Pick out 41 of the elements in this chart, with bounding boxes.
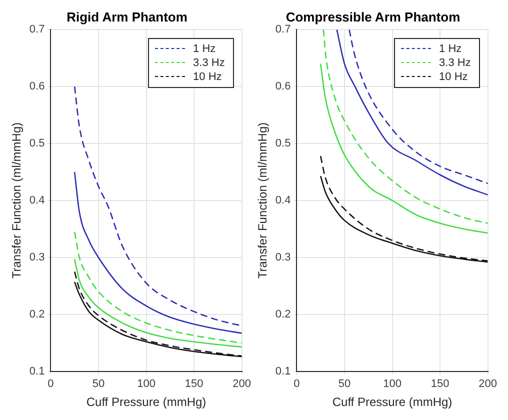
- legend-label: 3.3 Hz: [439, 56, 471, 70]
- x-tick-label: 100: [137, 378, 156, 390]
- y-tick-label: 0.5: [275, 138, 291, 150]
- y-axis-title: Transfer Function (ml/mmHg): [10, 122, 24, 279]
- x-axis-title: Cuff Pressure (mmHg): [86, 395, 206, 410]
- line-series: [74, 258, 242, 348]
- x-tick-label: 200: [478, 378, 498, 390]
- x-tick-label: 100: [383, 378, 402, 390]
- y-tick-label: 0.3: [275, 252, 291, 264]
- x-tick-label: 0: [48, 378, 54, 390]
- line-series: [74, 231, 242, 344]
- chart-title: Rigid Arm Phantom: [66, 9, 188, 24]
- y-tick-label: 0.1: [275, 365, 291, 378]
- legend-label: 1 Hz: [193, 42, 216, 56]
- x-tick-label: 150: [430, 378, 450, 390]
- x-tick-label: 50: [338, 378, 351, 390]
- y-tick-label: 0.4: [29, 194, 45, 207]
- line-series: [74, 86, 242, 326]
- y-tick-label: 0.6: [29, 80, 45, 93]
- chart-title: Compressible Arm Phantom: [286, 9, 460, 24]
- y-tick-label: 0.3: [29, 252, 45, 264]
- x-tick-label: 150: [184, 378, 204, 390]
- y-tick-label: 0.2: [29, 308, 45, 320]
- legend-label: 1 Hz: [439, 42, 462, 56]
- y-tick-label: 0.6: [275, 80, 291, 93]
- y-tick-label: 0.7: [29, 24, 45, 36]
- x-tick-label: 0: [294, 378, 300, 390]
- y-tick-label: 0.1: [29, 365, 45, 378]
- x-axis-title: Cuff Pressure (mmHg): [332, 395, 452, 410]
- line-series: [322, 30, 488, 224]
- line-series: [74, 171, 242, 334]
- x-tick-label: 50: [92, 378, 105, 390]
- legend-label: 10 Hz: [439, 70, 468, 84]
- x-tick-label: 200: [232, 378, 252, 390]
- y-tick-label: 0.5: [29, 138, 45, 150]
- y-axis-title: Transfer Function (ml/mmHg): [256, 122, 270, 279]
- y-tick-label: 0.4: [275, 194, 291, 207]
- legend-label: 3.3 Hz: [193, 56, 225, 70]
- y-tick-label: 0.2: [275, 308, 291, 320]
- y-tick-label: 0.7: [275, 24, 291, 36]
- legend-label: 10 Hz: [193, 70, 222, 84]
